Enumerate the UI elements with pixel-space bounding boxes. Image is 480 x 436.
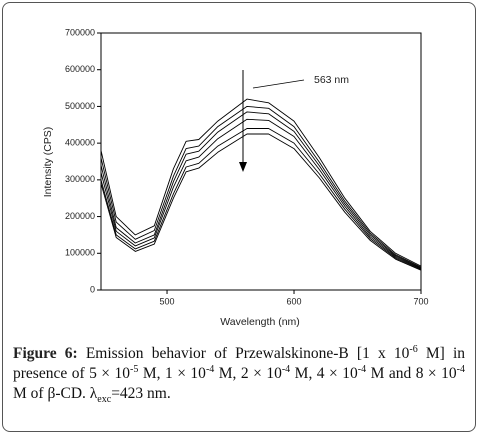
caption-text: M] in presence of 5 × 10 bbox=[13, 345, 466, 382]
x-tick-label: 600 bbox=[287, 296, 302, 306]
line-series bbox=[100, 105, 422, 268]
caption-sup: -4 bbox=[456, 363, 465, 375]
figure-frame bbox=[2, 2, 476, 432]
plot-frame bbox=[100, 32, 422, 291]
y-tick-label: 600000 bbox=[65, 64, 95, 74]
y-tick-label: 200000 bbox=[65, 211, 95, 221]
chart: Wavelength (nm) Intensity (CPS) 563 nm 0… bbox=[42, 27, 429, 328]
caption-text: M, 2 × 10 bbox=[214, 365, 282, 382]
caption-sup: -6 bbox=[409, 343, 418, 355]
arrow-head bbox=[239, 162, 247, 172]
caption-sup: -4 bbox=[205, 363, 215, 375]
y-tick-label: 300000 bbox=[65, 174, 95, 184]
caption-text: Emission behavior of Przewalskinone-B [1… bbox=[85, 345, 410, 362]
line-series bbox=[100, 133, 422, 271]
x-axis-label: Wavelength (nm) bbox=[220, 316, 300, 328]
line-series bbox=[100, 128, 422, 270]
annotation-leader bbox=[252, 79, 305, 89]
line-series bbox=[100, 98, 422, 267]
caption-text: M of β-CD. λ bbox=[13, 385, 98, 402]
y-tick-label: 400000 bbox=[65, 138, 95, 148]
caption-sup: -4 bbox=[281, 363, 291, 375]
y-tick-label: 100000 bbox=[65, 248, 95, 258]
x-tick-label: 700 bbox=[413, 296, 428, 306]
caption-label: Figure 6: bbox=[13, 345, 78, 362]
caption-sub: exc bbox=[97, 394, 112, 406]
caption: Figure 6: Emission behavior of Przewalsk… bbox=[13, 344, 465, 404]
y-tick-label: 500000 bbox=[65, 101, 95, 111]
line-series bbox=[100, 111, 422, 269]
annotation: 563 nm bbox=[314, 74, 349, 86]
caption-text: M and 8 × 10 bbox=[366, 365, 457, 382]
line-series bbox=[100, 118, 422, 270]
y-axis-label: Intensity (CPS) bbox=[42, 127, 54, 198]
caption-text: =423 nm. bbox=[111, 385, 171, 402]
y-tick-label: 700000 bbox=[65, 27, 95, 37]
caption-sup: -4 bbox=[357, 363, 367, 375]
x-tick-label: 500 bbox=[160, 296, 175, 306]
caption-sup: -5 bbox=[130, 363, 139, 375]
y-tick-label: 0 bbox=[90, 284, 95, 294]
caption-text: M, 4 × 10 bbox=[290, 365, 358, 382]
caption-text: M, 1 × 10 bbox=[138, 365, 206, 382]
